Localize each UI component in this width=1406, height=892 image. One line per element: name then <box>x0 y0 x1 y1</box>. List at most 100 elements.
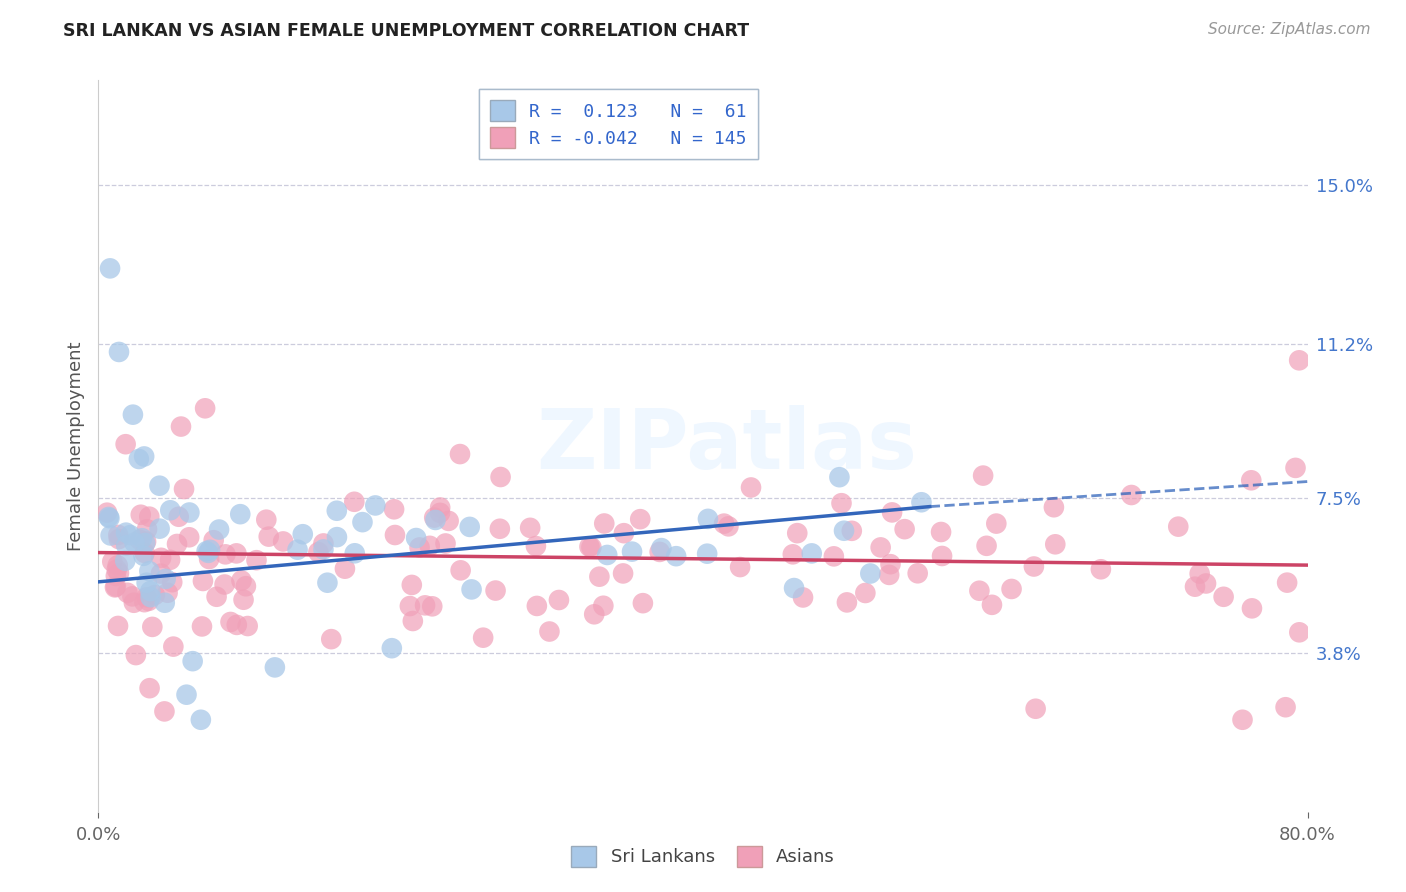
Point <box>613 526 636 541</box>
Point <box>138 681 160 696</box>
Point <box>986 516 1008 531</box>
Point <box>236 619 259 633</box>
Point <box>208 523 231 537</box>
Point <box>139 584 162 599</box>
Point <box>696 547 718 561</box>
Point <box>907 566 929 581</box>
Point <box>114 437 136 451</box>
Point <box>588 569 610 583</box>
Point <box>179 530 201 544</box>
Point <box>198 542 221 557</box>
Point <box>880 505 903 519</box>
Point <box>458 520 481 534</box>
Point <box>1000 582 1022 596</box>
Point <box>122 408 145 422</box>
Point <box>650 541 672 555</box>
Point <box>931 549 953 563</box>
Point <box>114 554 136 568</box>
Point <box>312 542 335 557</box>
Point <box>162 640 184 654</box>
Point <box>853 586 876 600</box>
Point <box>859 566 882 581</box>
Text: SRI LANKAN VS ASIAN FEMALE UNEMPLOYMENT CORRELATION CHART: SRI LANKAN VS ASIAN FEMALE UNEMPLOYMENT … <box>63 22 749 40</box>
Point <box>429 500 451 515</box>
Point <box>413 599 436 613</box>
Point <box>1121 488 1143 502</box>
Point <box>291 527 314 541</box>
Point <box>1188 566 1211 581</box>
Point <box>434 536 457 550</box>
Y-axis label: Female Unemployment: Female Unemployment <box>66 342 84 550</box>
Point <box>425 513 447 527</box>
Legend: Sri Lankans, Asians: Sri Lankans, Asians <box>564 838 842 874</box>
Point <box>665 549 688 564</box>
Text: ZIPatlas: ZIPatlas <box>537 406 918 486</box>
Point <box>326 504 349 518</box>
Point <box>1022 559 1045 574</box>
Point <box>1274 700 1296 714</box>
Point <box>343 495 366 509</box>
Point <box>128 452 150 467</box>
Point <box>153 705 176 719</box>
Point <box>831 496 853 510</box>
Point <box>120 528 142 542</box>
Point <box>484 583 506 598</box>
Point <box>166 537 188 551</box>
Point <box>631 596 654 610</box>
Point <box>138 564 160 578</box>
Point <box>159 553 181 567</box>
Point <box>1195 576 1218 591</box>
Point <box>307 545 329 559</box>
Point <box>1240 473 1263 487</box>
Point <box>143 588 166 602</box>
Point <box>197 546 219 560</box>
Point <box>1288 625 1310 640</box>
Point <box>1090 562 1112 576</box>
Point <box>148 479 170 493</box>
Point <box>910 495 932 509</box>
Point <box>229 507 252 521</box>
Point <box>593 516 616 531</box>
Point <box>156 586 179 600</box>
Point <box>98 511 121 525</box>
Point <box>101 555 124 569</box>
Point <box>621 544 644 558</box>
Point <box>124 535 146 549</box>
Point <box>1288 353 1310 368</box>
Point <box>254 513 277 527</box>
Point <box>194 401 217 416</box>
Point <box>402 614 425 628</box>
Point <box>155 572 177 586</box>
Point <box>879 557 901 571</box>
Point <box>245 553 267 567</box>
Point <box>401 578 423 592</box>
Point <box>214 547 236 561</box>
Point <box>333 562 356 576</box>
Point <box>138 509 160 524</box>
Point <box>524 539 547 553</box>
Point <box>160 575 183 590</box>
Point <box>287 542 309 557</box>
Point <box>98 261 121 276</box>
Point <box>382 502 405 516</box>
Point <box>231 574 253 588</box>
Point <box>122 596 145 610</box>
Point <box>782 547 804 561</box>
Point <box>538 624 561 639</box>
Point <box>717 519 740 533</box>
Point <box>800 546 823 560</box>
Point <box>596 548 619 562</box>
Point <box>612 566 634 581</box>
Point <box>125 648 148 662</box>
Point <box>792 591 814 605</box>
Point <box>697 512 720 526</box>
Point <box>429 506 451 520</box>
Point <box>1212 590 1234 604</box>
Point <box>115 538 138 552</box>
Point <box>841 524 863 538</box>
Point <box>581 541 603 555</box>
Point <box>190 713 212 727</box>
Point <box>321 632 343 647</box>
Point <box>117 586 139 600</box>
Point <box>132 549 155 563</box>
